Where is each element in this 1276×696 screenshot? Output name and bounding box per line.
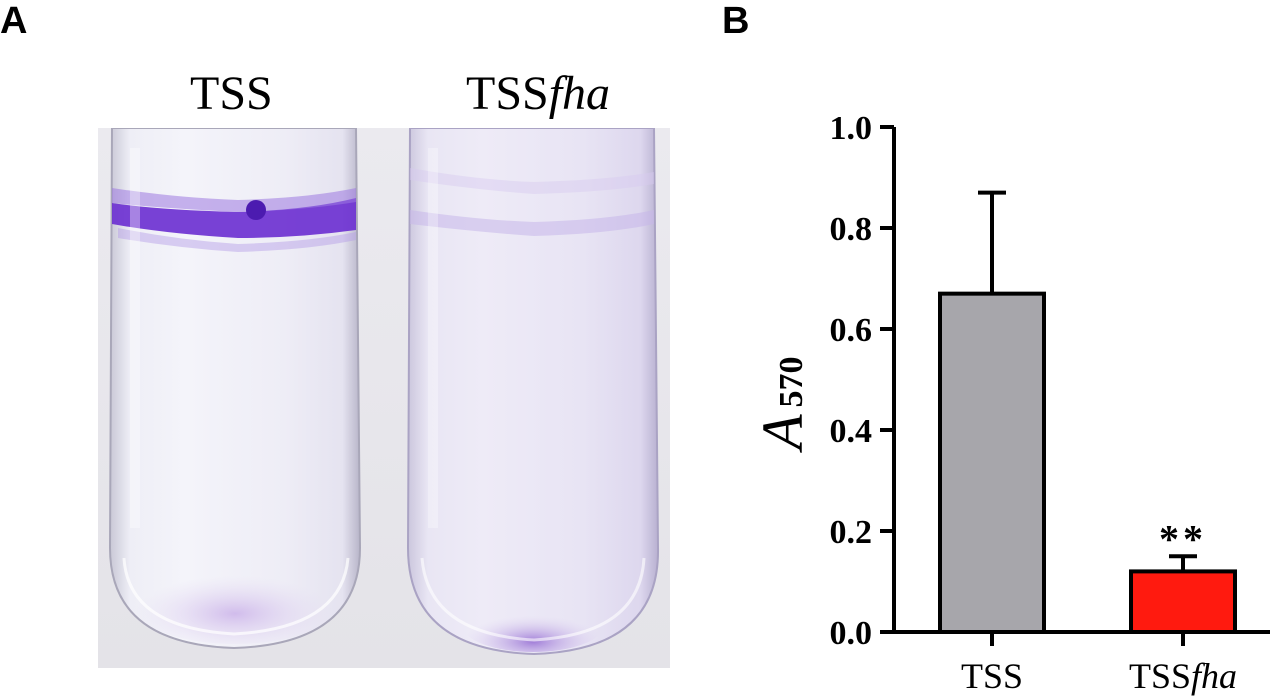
biofilm-ring-faint: [410, 210, 654, 236]
test-tube-photo: [98, 128, 670, 668]
y-tick-label: 0.4: [830, 413, 873, 450]
bar: [1129, 569, 1237, 634]
tube-label-tssfha: TSSfha: [466, 67, 611, 120]
y-tick-label: 0.0: [830, 615, 873, 652]
y-axis-label-subscript: 570: [773, 357, 810, 408]
tube-2: [406, 128, 660, 656]
y-tick-label: 1.0: [830, 110, 873, 147]
tube-1: [108, 128, 362, 650]
tube-label-tss: TSS: [190, 67, 273, 120]
y-axis-label-main: A: [750, 414, 815, 454]
x-category-label: TSS: [961, 656, 1023, 696]
x-category-label: TSSfha: [1129, 656, 1237, 696]
y-tick-label: 0.2: [830, 514, 873, 551]
panel-b-letter: B: [722, 0, 750, 42]
y-tick-label: 0.8: [830, 211, 873, 248]
bar: [938, 291, 1046, 634]
y-tick-label: 0.6: [830, 312, 873, 349]
bar-chart: A 570 ** 0.0 0.2 0.4 0.6 0.8 1.0 TSS TSSfha: [750, 110, 1270, 696]
y-axis-label: A 570: [750, 357, 815, 454]
significance-label: **: [1159, 516, 1207, 561]
biofilm-ring-strong: [112, 198, 356, 238]
panel-a-letter: A: [0, 0, 28, 42]
